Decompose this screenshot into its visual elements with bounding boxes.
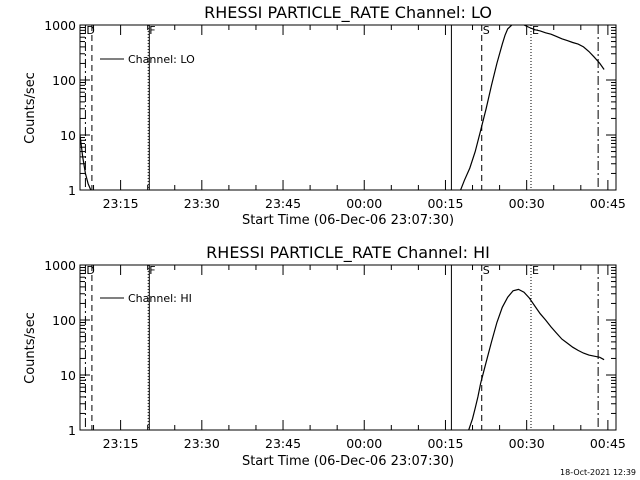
y-axis-label: Counts/sec (23, 72, 38, 144)
x-tick-label: 00:15 (427, 196, 463, 211)
event-marker-label: F (149, 24, 155, 37)
y-tick-label: 100 (52, 313, 76, 328)
x-tick-label: 00:45 (590, 436, 626, 451)
panel-hi-channel: RHESSI PARTICLE_RATE Channel: HI Start T… (23, 243, 626, 469)
plot-frame (79, 24, 617, 191)
event-marker-label: D (86, 264, 94, 277)
y-tick-label: 1 (68, 423, 76, 438)
series-line (80, 134, 92, 190)
x-tick-label: 00:30 (509, 196, 545, 211)
x-tick-label: 23:15 (103, 196, 139, 211)
legend-label: Channel: LO (128, 53, 195, 66)
x-axis-label: Start Time (06-Dec-06 23:07:30) (242, 213, 454, 228)
y-tick-label: 10 (60, 128, 76, 143)
x-tick-label: 23:45 (265, 436, 301, 451)
x-axis-label: Start Time (06-Dec-06 23:07:30) (242, 454, 454, 469)
event-marker-label: S (483, 24, 490, 37)
y-tick-label: 100 (52, 73, 76, 88)
event-marker-label: F (149, 264, 155, 277)
series-line (468, 288, 605, 430)
legend: Channel: HI (100, 292, 192, 305)
x-tick-label: 00:00 (346, 436, 382, 451)
event-marker-label: E (532, 24, 539, 37)
plot-frame (79, 264, 617, 431)
event-marker-label: E (532, 264, 539, 277)
panel-title: RHESSI PARTICLE_RATE Channel: LO (204, 3, 492, 23)
y-axis-label: Counts/sec (23, 312, 38, 384)
x-tick-label: 00:15 (427, 436, 463, 451)
panel-title: RHESSI PARTICLE_RATE Channel: HI (206, 243, 490, 263)
legend: Channel: LO (100, 53, 195, 66)
y-tick-label: 1 (68, 183, 76, 198)
x-tick-label: 00:45 (590, 196, 626, 211)
y-tick-label: 1000 (44, 258, 76, 273)
event-marker-label: S (483, 264, 490, 277)
x-tick-label: 23:45 (265, 196, 301, 211)
x-tick-label: 23:30 (184, 436, 220, 451)
x-tick-label: 23:15 (103, 436, 139, 451)
x-tick-label: 23:30 (184, 196, 220, 211)
legend-label: Channel: HI (128, 292, 192, 305)
x-tick-label: 00:30 (509, 436, 545, 451)
y-tick-label: 10 (60, 368, 76, 383)
plot-timestamp: 18-Oct-2021 12:39 (560, 468, 636, 477)
event-marker-label: D (86, 24, 94, 37)
y-tick-label: 1000 (44, 18, 76, 33)
panel-lo-channel: RHESSI PARTICLE_RATE Channel: LO Start T… (23, 3, 626, 228)
series-line (460, 25, 605, 190)
x-tick-label: 00:00 (346, 196, 382, 211)
